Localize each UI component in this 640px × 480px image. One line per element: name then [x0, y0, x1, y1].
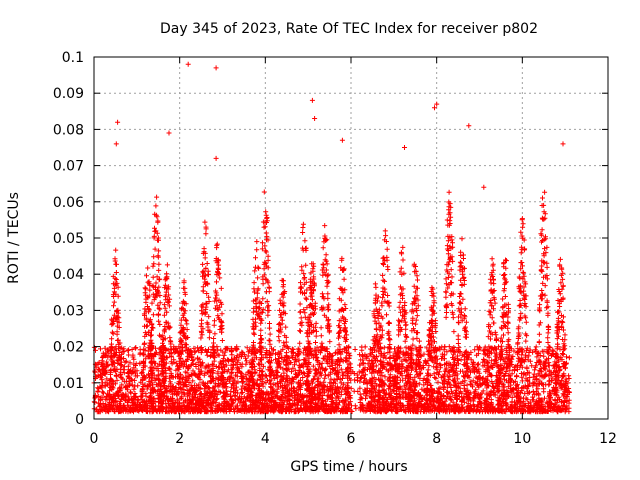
- data-points: [91, 61, 572, 415]
- y-tick-label: 0.02: [53, 340, 84, 356]
- y-tick-label: 0.03: [53, 303, 84, 319]
- y-tick-label: 0.04: [53, 267, 84, 283]
- x-tick-label: 10: [513, 431, 531, 447]
- y-axis-label: ROTI / TECUs: [6, 192, 22, 284]
- y-tick-label: 0.1: [62, 50, 84, 66]
- y-tick-label: 0.05: [53, 231, 84, 247]
- y-tick-label: 0: [75, 412, 84, 428]
- x-axis-ticks: 0 2 4 6 8 10 12: [90, 57, 617, 447]
- roti-markers: [91, 61, 572, 415]
- x-tick-label: 2: [175, 431, 184, 447]
- x-tick-label: 0: [90, 431, 99, 447]
- x-tick-label: 4: [261, 431, 270, 447]
- y-tick-label: 0.06: [53, 195, 84, 211]
- x-tick-label: 6: [347, 431, 356, 447]
- x-axis-label: GPS time / hours: [290, 459, 407, 475]
- chart-title: Day 345 of 2023, Rate Of TEC Index for r…: [160, 21, 538, 37]
- y-tick-label: 0.09: [53, 86, 84, 102]
- y-tick-label: 0.07: [53, 159, 84, 175]
- x-tick-label: 12: [599, 431, 617, 447]
- y-tick-label: 0.08: [53, 122, 84, 138]
- y-tick-label: 0.01: [53, 376, 84, 392]
- x-tick-label: 8: [432, 431, 441, 447]
- y-axis-ticks: 0 0.01 0.02 0.03 0.04 0.05 0.06 0.07 0.08 0.09 0.1: [53, 50, 608, 428]
